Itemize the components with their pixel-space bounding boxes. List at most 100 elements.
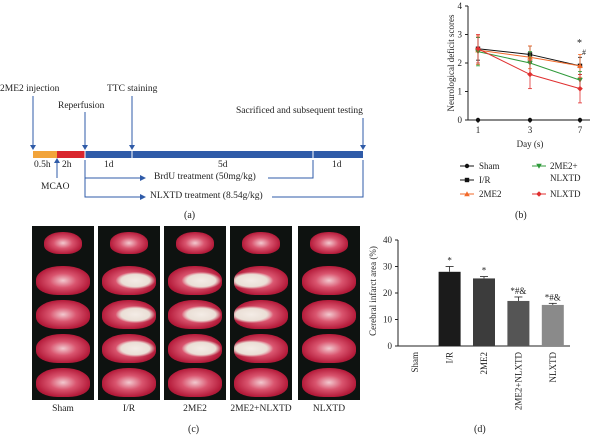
x-tick-label: 7 [578,125,583,135]
significance-mark: * [447,256,452,266]
label-brdu: BrdU treatment (50mg/kg) [154,172,256,182]
y-tick-label: 2 [458,58,463,68]
label-d1b: 1d [332,160,342,170]
brain-group-label: I/R [122,404,136,414]
label-mcao: MCAO [41,182,70,192]
timeline-segment-mcao [57,151,85,158]
significance-mark: *#& [545,292,561,302]
timeline-segment-recovery [85,151,363,158]
timeline-diagram [30,96,366,200]
bar [438,271,461,346]
data-point [475,117,481,123]
label-d1a: 1d [104,160,114,170]
mcao-arrowhead [54,158,60,163]
legend-label-2me2-plus: 2ME2+ [550,161,578,171]
y-tick-label: 40 [383,235,393,245]
brain-slice [102,300,156,329]
label-reperfusion: Reperfusion [58,101,105,111]
x-tick-label: 3 [528,125,533,135]
x-tick-label: NLXTD [548,352,558,383]
bar [507,300,530,346]
y-tick-label: 30 [383,262,393,272]
brain-group-label: 2ME2 [183,404,207,414]
x-tick-label: I/R [445,352,455,364]
data-point [577,63,583,69]
data-point [527,71,533,78]
label-sacrificed: Sacrificed and subsequent testing [236,106,363,116]
brain-slice [110,232,148,254]
panel-letter-a: (a) [184,210,196,221]
data-point [577,85,583,92]
significance-mark: *#& [510,286,526,296]
brain-slice [168,334,222,363]
legend-label-nlxtd: NLXTD [550,189,581,199]
brain-slice [302,266,356,295]
brain-slice [102,266,156,295]
event-arrowhead-2 [129,145,135,150]
legend-label-2me2: 2ME2 [479,189,502,199]
brain-group-label: 2ME2+NLXTD [230,404,292,414]
label-nlxtd: NLXTD treatment (8.54g/kg) [150,191,263,201]
brain-slice [176,232,214,254]
y-axis-label: Neurological deficit scores [446,14,456,111]
brain-slice [168,368,222,397]
x-tick-label: 1 [476,125,481,135]
brain-slice [36,368,90,397]
brain-column-2 [164,226,226,400]
brain-slice [168,300,222,329]
label-t05: 0.5h [34,160,51,170]
legend-label-sham: Sham [479,161,500,171]
brain-column-0 [32,226,94,400]
brdu-bracket-right [268,160,314,179]
label-injection: 2ME2 injection [0,84,60,94]
legend-2me2-marker [464,191,470,197]
significance-mark: * [482,266,487,276]
brain-group-label: Sham [52,404,74,414]
x-axis-label: Day (s) [517,139,544,149]
brain-slice [234,300,288,329]
annotation-hash: # [582,48,586,57]
y-tick-label: 20 [383,288,393,298]
y-axis-label: Cerebral infarct area (%) [368,246,378,336]
y-tick-label: 10 [383,315,393,325]
event-arrowhead-3 [360,145,366,150]
bar [473,278,495,346]
brain-slice [36,334,90,363]
x-tick-label: 2ME2 [479,352,489,375]
label-t2: 2h [62,160,72,170]
y-tick-label: 1 [458,87,463,97]
bar-chart: 0 10 20 30 40 Cerebral infarct area (%) Sham * I… [368,235,570,411]
nlxtd-bracket-left [84,178,142,198]
y-tick-label: 4 [458,1,463,11]
data-point [527,117,533,123]
brain-column-4 [298,226,360,400]
legend-nlxtd-marker [536,191,542,197]
nlxtd-bracket-right [272,160,364,198]
label-d5: 5d [218,160,228,170]
brain-slice [234,266,288,295]
event-arrowhead-1 [82,145,88,150]
legend-sham-marker [464,163,470,169]
panel-letter-c: (c) [188,424,200,435]
y-tick-label: 0 [458,115,463,125]
panel-letter-d: (d) [474,424,486,435]
brain-slice [102,334,156,363]
brain-slice [36,300,90,329]
brain-slice [234,334,288,363]
label-ttc: TTC staining [107,84,158,94]
brain-slice [242,232,280,254]
x-tick-label: 2ME2+NLXTD [513,352,523,411]
brain-column-1 [98,226,160,400]
timeline-segment-injection [33,151,57,158]
legend-ir-marker [464,177,470,183]
annotation-star: * [577,38,582,49]
data-point [577,117,583,123]
legend-2me2-nlxtd-marker [536,163,542,169]
line-chart: 0 1 2 3 4 1 3 7 Day (s) Neurological deficit scor… [446,1,590,199]
panel-letter-b: (b) [515,210,527,221]
brain-slice [302,300,356,329]
brain-slice [234,368,288,397]
x-tick-label: Sham [410,352,420,373]
brain-slice [102,368,156,397]
data-point [475,45,481,52]
